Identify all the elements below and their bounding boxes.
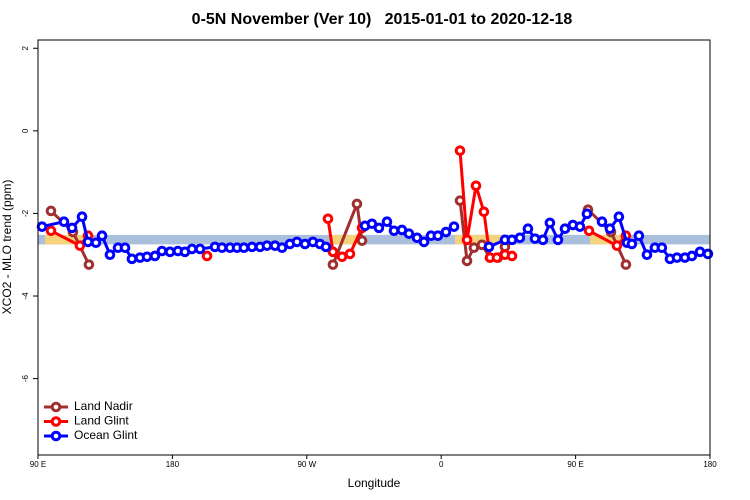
data-point: [432, 230, 444, 242]
x-tick-label: 90 E: [30, 460, 46, 469]
legend-label: Land Nadir: [74, 399, 133, 413]
data-point: [216, 242, 228, 254]
data-point: [620, 259, 632, 270]
data-point: [276, 242, 288, 254]
data-point: [66, 222, 78, 234]
data-point: [418, 236, 430, 248]
data-point: [246, 241, 258, 253]
data-point: [559, 223, 571, 235]
data-point: [537, 234, 549, 246]
land-band: [454, 234, 505, 245]
data-point: [656, 242, 668, 254]
data-point: [686, 250, 698, 262]
data-point: [156, 245, 168, 257]
data-point: [448, 221, 460, 232]
x-tick-label: 90 W: [297, 460, 316, 469]
data-point: [104, 249, 116, 261]
data-point: [454, 145, 466, 156]
data-point: [468, 242, 480, 254]
data-point: [574, 221, 586, 232]
data-point: [149, 250, 161, 262]
y-tick-label: -4: [21, 292, 30, 300]
legend-marker: [50, 416, 62, 427]
data-point: [344, 248, 356, 260]
data-point: [702, 248, 714, 260]
data-point: [506, 250, 518, 262]
data-point: [83, 259, 95, 270]
y-tick-label: 0: [21, 128, 30, 133]
data-point: [261, 240, 273, 251]
data-point: [76, 211, 88, 223]
data-point: [552, 234, 564, 246]
data-point: [36, 221, 48, 232]
data-point: [388, 225, 400, 237]
data-point: [478, 206, 490, 218]
y-tick-label: 2: [21, 45, 30, 50]
data-point: [291, 236, 303, 248]
data-point: [461, 255, 473, 267]
x-tick-label: 0: [439, 460, 444, 469]
data-point: [74, 240, 86, 251]
data-point: [583, 225, 595, 237]
data-point: [201, 250, 213, 262]
data-point: [461, 234, 473, 246]
x-tick-label: 90 E: [567, 460, 583, 469]
data-point: [82, 236, 94, 248]
data-point: [356, 235, 368, 246]
data-point: [470, 180, 482, 192]
data-point: [604, 223, 616, 235]
data-point: [491, 252, 503, 263]
data-point: [544, 217, 556, 229]
y-tick-label: -6: [21, 375, 30, 383]
data-point: [141, 251, 153, 263]
data-point: [381, 216, 393, 227]
data-point: [641, 249, 653, 261]
data-point: [483, 241, 495, 253]
data-point: [96, 230, 108, 242]
data-point: [440, 226, 452, 238]
data-point: [522, 223, 534, 235]
data-point: [514, 232, 526, 244]
data-point: [327, 259, 339, 270]
data-point: [186, 243, 198, 255]
data-point: [45, 225, 57, 237]
data-point: [529, 233, 541, 244]
data-point: [90, 237, 102, 249]
data-point: [194, 243, 206, 255]
data-point: [322, 213, 334, 225]
data-point: [373, 222, 385, 234]
x-axis-label: Longitude: [348, 476, 401, 490]
data-point: [613, 211, 625, 223]
y-tick-label: -2: [21, 209, 30, 217]
trend-band: [38, 234, 710, 245]
data-point: [633, 230, 645, 242]
data-point: [58, 216, 70, 227]
legend-label: Ocean Glint: [74, 428, 138, 442]
data-point: [45, 205, 57, 217]
data-point: [581, 208, 593, 220]
data-point: [611, 240, 623, 251]
data-point: [327, 246, 339, 258]
x-tick-label: 180: [703, 460, 717, 469]
data-point: [238, 242, 250, 254]
data-point: [403, 228, 415, 239]
land-band: [329, 234, 366, 245]
land-band: [589, 234, 630, 245]
legend-marker: [50, 401, 62, 413]
data-point: [626, 238, 638, 250]
data-point: [596, 216, 608, 227]
data-point: [164, 246, 176, 258]
chart-title: 0-5N November (Ver 10) 2015-01-01 to 202…: [192, 11, 573, 28]
y-axis-label: XCO2 - MLO trend (ppm): [0, 180, 14, 315]
x-tick-label: 180: [166, 460, 180, 469]
data-point: [351, 198, 363, 210]
data-point: [320, 241, 332, 253]
data-point: [119, 242, 131, 254]
legend-label: Land Glint: [74, 414, 129, 428]
plot-frame: [37, 39, 711, 456]
data-point: [126, 253, 138, 265]
legend-marker: [50, 430, 62, 442]
